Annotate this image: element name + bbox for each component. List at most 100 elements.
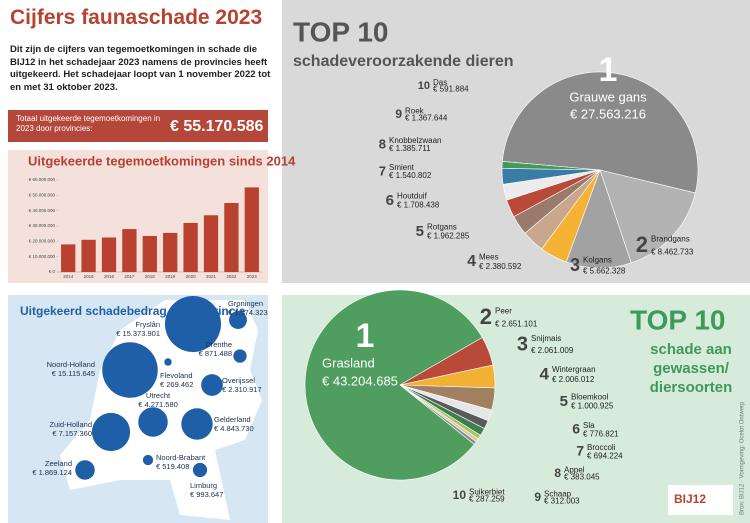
- category-label: Bloemkool: [571, 393, 609, 402]
- value-label: € 2.006.012: [552, 375, 595, 384]
- rank: 6: [386, 192, 394, 209]
- bubble: [192, 462, 208, 478]
- category-label: Wintergraan: [552, 365, 596, 374]
- y-tick-label: € 50.000.000: [29, 193, 56, 198]
- value-label: € 694.224: [587, 451, 623, 460]
- value-label: € 5.662.328: [583, 267, 626, 276]
- x-tick-label: 2021: [206, 274, 217, 279]
- rank: 8: [379, 136, 386, 151]
- bar: [224, 203, 239, 272]
- y-tick-label: € 30.000.000: [29, 223, 56, 228]
- bubble: [75, 460, 95, 480]
- value-label: € 1.869.124: [32, 468, 72, 477]
- bar: [101, 237, 117, 272]
- category-label: Houtduif: [397, 192, 428, 201]
- pie-slice: [599, 169, 696, 264]
- bubble: [91, 412, 131, 452]
- category-label: Roek: [405, 107, 425, 116]
- province-label: Limburg: [190, 481, 217, 490]
- value-label: € 269.462: [160, 380, 193, 389]
- bar: [163, 232, 178, 272]
- rank: 1: [356, 317, 375, 355]
- value-label: € 1.367.644: [405, 114, 448, 123]
- category-label: Knobbelzwaan: [389, 136, 441, 145]
- category-label: Snijmais: [531, 334, 561, 343]
- y-tick-label: € 60.000.000: [29, 177, 56, 182]
- bubble: [181, 408, 213, 440]
- value-label: € 1.708.438: [397, 201, 440, 210]
- x-tick-label: 2014: [63, 274, 74, 279]
- rank: 2: [480, 304, 492, 329]
- value-label: € 993.647: [190, 490, 223, 499]
- category-label: Broccoli: [587, 443, 616, 452]
- total-label: Totaal uitgekeerde tegemoetkomingen in 2…: [16, 114, 161, 133]
- value-label: € 519.408: [156, 462, 189, 471]
- y-tick-label: € 10.000.000: [29, 254, 56, 259]
- category-label: Das: [433, 78, 447, 87]
- value-label: € 1.962.285: [427, 232, 470, 241]
- rank: 9: [534, 490, 541, 504]
- bar: [244, 187, 259, 272]
- rank: 8: [554, 466, 561, 480]
- province-label: Zeeland: [45, 459, 72, 468]
- category-label: Smient: [389, 163, 415, 172]
- total-value: € 55.170.586: [170, 118, 264, 135]
- value-label: € 2.651.101: [495, 320, 538, 329]
- bar: [183, 222, 198, 272]
- intro: Dit zijn de cijfers van tegemoetkomingen…: [10, 44, 271, 93]
- value-label: € 4.271.580: [138, 400, 178, 409]
- province-label: Zuid-Holland: [49, 420, 92, 429]
- rank: 5: [560, 393, 568, 410]
- rank: 3: [570, 255, 580, 275]
- bar: [61, 244, 76, 272]
- total-box: [8, 110, 268, 142]
- logo-box: [668, 485, 733, 515]
- province-label: Gelderland: [214, 415, 251, 424]
- value-label: € 2.061.009: [531, 346, 574, 355]
- bar: [203, 215, 219, 272]
- rank: 5: [416, 223, 424, 240]
- value-label: € 2.380.592: [479, 262, 522, 271]
- rank: 10: [453, 488, 467, 502]
- value-label: € 1.574.323: [228, 308, 268, 317]
- pie-slice: [502, 71, 699, 194]
- bubble: [165, 296, 221, 352]
- bar: [142, 235, 157, 272]
- province-label: Fryslân: [135, 320, 160, 329]
- category-label: Brandgans: [651, 235, 690, 244]
- province-label: Overijssel: [222, 376, 255, 385]
- value-label: € 776.821: [583, 429, 619, 438]
- category-label: Grauwe gans: [569, 89, 647, 104]
- y-tick-label: € 20.000.000: [29, 239, 56, 244]
- animals-title: TOP 10: [293, 16, 388, 47]
- category-label: Peer: [495, 307, 512, 316]
- province-label: Noord-Brabant: [156, 453, 206, 462]
- category-label: Suikerbiet: [469, 488, 505, 497]
- animals-subtitle: schadeveroorzakende dieren: [293, 53, 514, 70]
- value-label: € 1.385.711: [389, 144, 431, 153]
- source: Bron: BIJ12 · Vormgeving: Ocelot Ontwerp: [740, 401, 746, 515]
- category-label: Kolgans: [583, 256, 612, 265]
- value-label: € 312.003: [544, 497, 580, 506]
- x-tick-label: 2020: [186, 274, 197, 279]
- value-label: € 871.488: [199, 349, 232, 358]
- value-label: € 27.563.216: [570, 106, 646, 121]
- crops-subtitle: schade aan gewassen/ diersoorten: [649, 341, 733, 396]
- category-label: Schaap: [544, 490, 572, 499]
- category-label: Appel: [564, 466, 585, 475]
- value-label: € 15.115.645: [52, 369, 95, 378]
- x-tick-label: 2019: [165, 274, 176, 279]
- value-label: € 4.843.730: [214, 424, 254, 433]
- province-label: Utrecht: [146, 391, 171, 400]
- bubble: [201, 374, 223, 396]
- value-label: € 7.157.360: [52, 429, 92, 438]
- bubble: [138, 407, 168, 437]
- value-label: € 43.204.685: [322, 373, 398, 388]
- province-label: Drenthe: [205, 340, 232, 349]
- x-tick-label: 2015: [84, 274, 95, 279]
- rank: 1: [599, 51, 618, 89]
- value-label: € 8.462.733: [651, 248, 694, 257]
- category-label: Rotgans: [427, 223, 457, 232]
